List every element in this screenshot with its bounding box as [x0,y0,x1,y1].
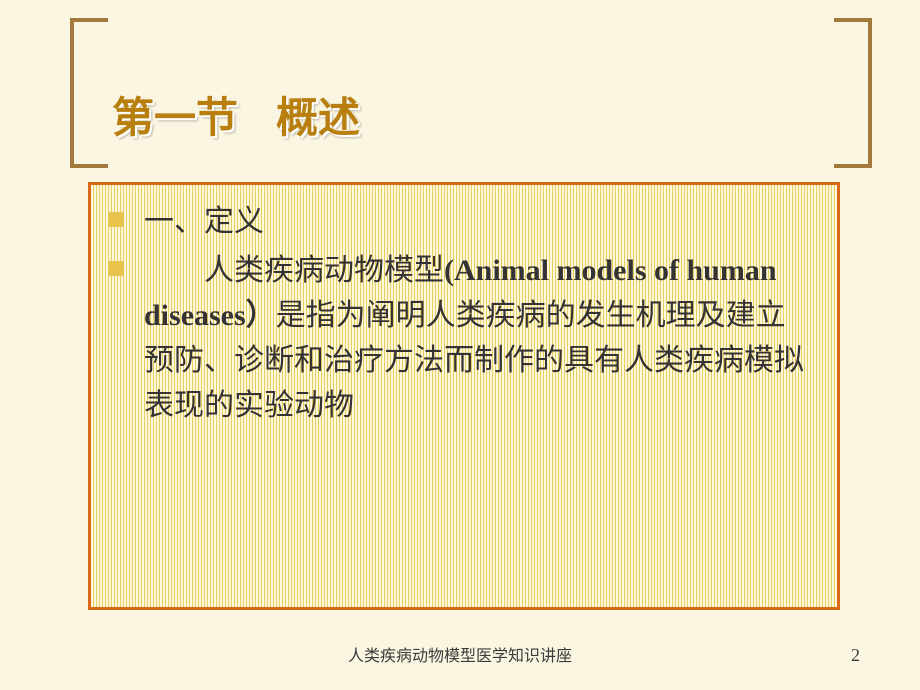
title-bracket-right [834,18,872,168]
bullet-2-text: 人类疾病动物模型(Animal models of human diseases… [144,248,815,428]
bullet-item-1: 一、定义 [109,199,815,244]
bullet-1-text: 一、定义 [144,199,264,244]
bullet-item-2: 人类疾病动物模型(Animal models of human diseases… [109,248,815,428]
bullet-icon [109,212,124,227]
footer-text: 人类疾病动物模型医学知识讲座 [0,642,920,666]
term-chinese: 人类疾病动物模型 [204,254,444,287]
indent [144,254,204,287]
title-section-number: 第一节 [112,84,238,145]
title-bracket-left [70,18,108,168]
page-number: 2 [851,645,860,666]
bullet-icon [109,261,124,276]
content-box: 一、定义 人类疾病动物模型(Animal models of human dis… [88,182,840,610]
slide-title: 第一节 概述 [112,84,360,145]
title-section-name: 概述 [276,84,360,145]
